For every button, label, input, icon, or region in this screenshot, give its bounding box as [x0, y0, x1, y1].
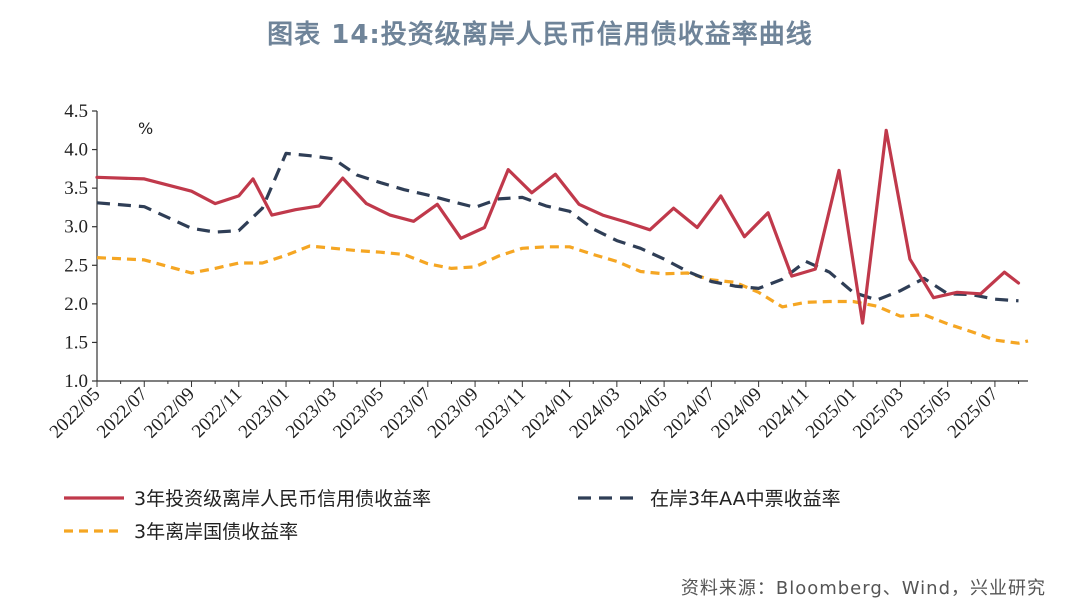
- series-lines: [95, 128, 1029, 345]
- source-note: 资料来源：Bloomberg、Wind，兴业研究: [680, 578, 1046, 599]
- x-tick-label: 2023/07: [376, 384, 435, 443]
- x-tick-label: 2024/11: [755, 384, 813, 442]
- y-tick-label: 3.5: [64, 178, 88, 199]
- y-tick-label: 3.0: [64, 217, 88, 238]
- x-tick-label: 2022/11: [188, 384, 246, 442]
- x-tick-label: 2022/05: [46, 384, 105, 443]
- x-tick-label: 2023/01: [235, 384, 294, 443]
- x-tick-label: 2023/05: [329, 384, 388, 443]
- x-tick-label: 2024/03: [565, 384, 624, 443]
- legend: 3年投资级离岸人民币信用债收益率 在岸3年AA中票收益率 3年离岸国债收益率: [64, 488, 841, 543]
- legend-label-1: 3年投资级离岸人民币信用债收益率: [134, 488, 431, 510]
- y-tick-label: 2.5: [64, 255, 88, 276]
- x-tick-label: 2024/09: [707, 384, 766, 443]
- legend-label-2: 在岸3年AA中票收益率: [650, 488, 841, 510]
- y-tick-label: 4.0: [64, 140, 88, 161]
- x-tick-label: 2023/03: [282, 384, 341, 443]
- x-tick-label: 2022/09: [140, 384, 199, 443]
- x-tick-label: 2024/05: [613, 384, 672, 443]
- series-line-1: [95, 128, 1021, 325]
- chart-title: 图表 14:投资级离岸人民币信用债收益率曲线: [267, 20, 813, 50]
- y-tick-label: 2.0: [64, 294, 88, 315]
- x-tick-label: 2025/01: [802, 384, 861, 443]
- y-tick-label: 4.5: [64, 101, 88, 122]
- x-tick-label: 2025/05: [896, 384, 955, 443]
- x-tick-label: 2023/09: [424, 384, 483, 443]
- legend-label-3: 3年离岸国债收益率: [134, 521, 298, 543]
- y-tick-label: 1.0: [64, 371, 88, 392]
- series-line-3: [96, 244, 1029, 345]
- x-tick-label: 2025/03: [849, 384, 908, 443]
- x-tick-label: 2024/01: [518, 384, 577, 443]
- x-tick-label: 2022/07: [93, 384, 152, 443]
- x-tick-label: 2023/11: [471, 384, 529, 442]
- unit-label: %: [138, 119, 153, 138]
- y-tick-label: 1.5: [64, 332, 88, 353]
- series-line-2: [96, 151, 1019, 303]
- x-tick-label: 2025/07: [944, 384, 1003, 443]
- x-tick-label: 2024/07: [660, 384, 719, 443]
